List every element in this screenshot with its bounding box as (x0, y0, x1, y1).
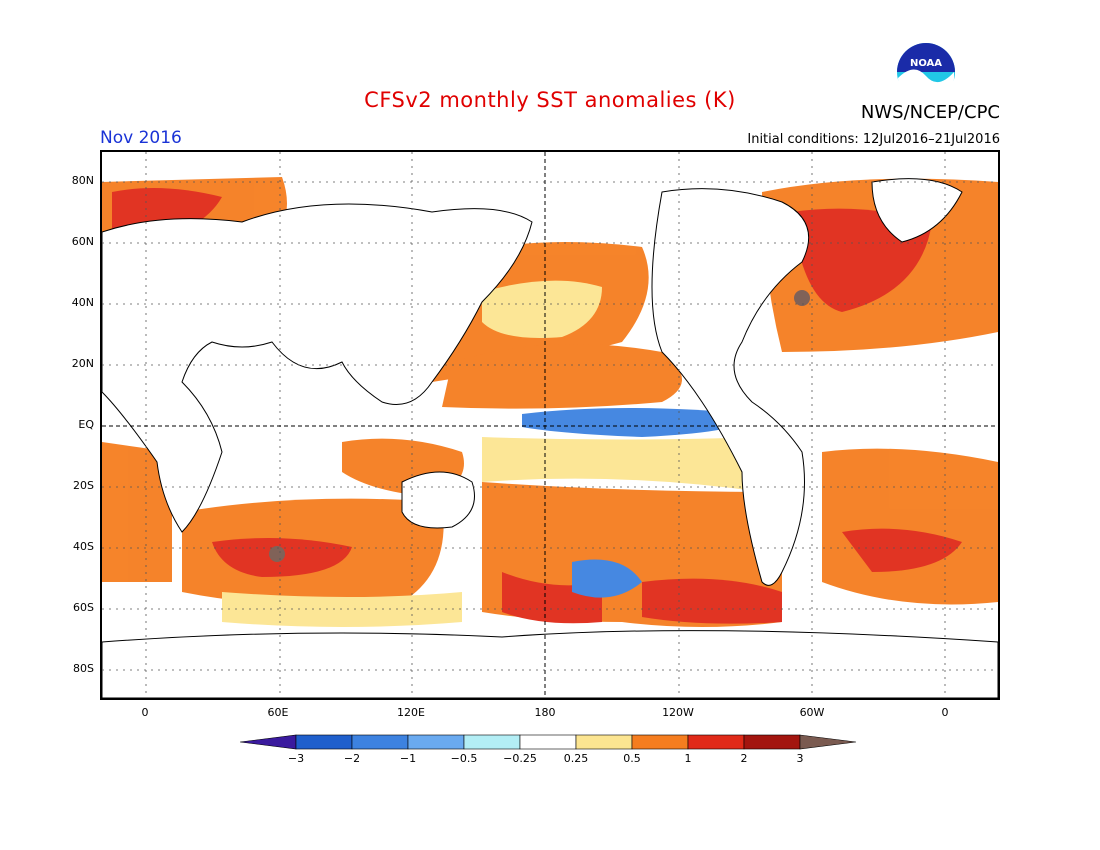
equator-dateline (102, 152, 998, 698)
colorbar-label: −2 (343, 752, 361, 765)
colorbar-label: 3 (796, 752, 804, 765)
map-canvas (102, 152, 998, 698)
organization-label: NWS/NCEP/CPC (860, 102, 1000, 123)
noaa-logo: NOAA (897, 43, 955, 102)
colorbar-label: 0.25 (563, 752, 589, 765)
colorbar-swatch (295, 734, 353, 750)
colorbar-label: −1 (399, 752, 417, 765)
forecast-month: Nov 2016 (100, 128, 182, 148)
colorbar-label: 1 (684, 752, 692, 765)
lon-label: 120E (397, 706, 425, 719)
colorbar-label: 0.5 (623, 752, 641, 765)
colorbar-swatch (407, 734, 465, 750)
lat-label: 80S (73, 662, 94, 675)
lat-label: 20N (71, 357, 94, 370)
initial-conditions: Initial conditions: 12Jul2016–21Jul2016 (747, 132, 1000, 147)
lat-label: 40N (71, 296, 94, 309)
graticule (102, 152, 998, 698)
colorbar-label: 2 (740, 752, 748, 765)
colorbar-swatch (351, 734, 409, 750)
sst-anomaly-map (100, 150, 1000, 700)
colorbar-label: −0.25 (503, 752, 537, 765)
colorbar-swatch (687, 734, 745, 750)
coastlines (102, 178, 998, 698)
lat-label: 60N (71, 235, 94, 248)
svg-text:NOAA: NOAA (910, 58, 942, 69)
lon-label: 180 (534, 706, 556, 719)
colorbar-swatch (240, 734, 297, 750)
lon-label: 0 (941, 706, 949, 719)
lon-label: 60E (267, 706, 289, 719)
colorbar-swatch (631, 734, 689, 750)
chart-title: CFSv2 monthly SST anomalies (K) (364, 88, 736, 112)
lat-label: 40S (73, 540, 94, 553)
lat-label: EQ (78, 418, 94, 431)
colorbar-swatch (799, 734, 857, 750)
lon-label: 120W (662, 706, 694, 719)
lon-label: 60W (799, 706, 825, 719)
lat-label: 60S (73, 601, 94, 614)
lat-label: 80N (71, 174, 94, 187)
colorbar-swatch (519, 734, 577, 750)
colorbar-swatch (743, 734, 801, 750)
lon-label: 0 (141, 706, 149, 719)
lat-label: 20S (73, 479, 94, 492)
colorbar-swatch (575, 734, 633, 750)
colorbar-label: −3 (287, 752, 305, 765)
colorbar (240, 734, 857, 750)
colorbar-label: −0.5 (450, 752, 478, 765)
colorbar-swatch (463, 734, 521, 750)
